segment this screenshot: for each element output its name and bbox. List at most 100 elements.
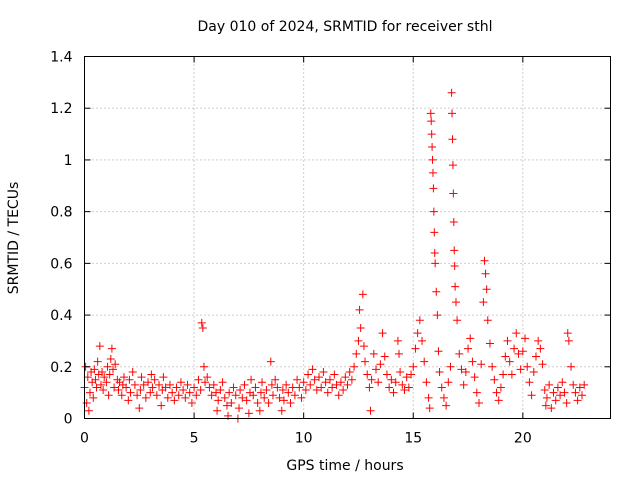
data-point [527,391,536,400]
data-point [339,386,348,395]
data-point [85,388,94,397]
data-point [354,336,363,345]
data-point [358,290,367,299]
data-point [231,391,240,400]
data-point [482,285,491,294]
data-point [369,349,378,358]
data-point [341,373,350,382]
data-point [199,362,208,371]
data-point [126,388,135,397]
data-point [236,386,245,395]
data-point [207,391,216,400]
data-point [343,380,352,389]
data-point [197,318,206,327]
data-point [433,311,442,320]
data-point [494,396,503,405]
tick-labels: 0 5 10 15 20 0 0.2 0.4 0.6 0.8 1 1.2 1.4 [50,50,532,447]
data-point [551,396,560,405]
data-point [466,334,475,343]
data-point [455,349,464,358]
data-point [483,316,492,325]
data-point [290,391,299,400]
data-point [480,256,489,265]
y-axis-label: SRMTID / TECUs [6,182,22,295]
x-tick-label: 15 [404,431,422,447]
data-point [332,380,341,389]
data-point [439,393,448,402]
data-point [122,383,131,392]
data-point [459,380,468,389]
data-point [181,393,190,402]
data-point [479,298,488,307]
data-point [183,380,192,389]
data-point [238,393,247,402]
data-point [330,370,339,379]
data-point [428,168,437,177]
data-point [499,370,508,379]
data-point [393,336,402,345]
data-point [514,349,523,358]
data-point [510,344,519,353]
data-point [133,391,142,400]
data-point [278,386,287,395]
data-point [430,228,439,237]
data-point [366,406,375,415]
data-point [218,378,227,387]
data-point [251,383,260,392]
x-tick-label: 5 [190,431,199,447]
data-point [540,386,549,395]
data-point [321,378,330,387]
data-point [430,249,439,258]
data-point [437,383,446,392]
data-point [534,336,543,345]
data-point [225,388,234,397]
data-point [205,383,214,392]
data-point [82,398,91,407]
data-point [395,349,404,358]
data-point [371,365,380,374]
data-point [185,388,194,397]
data-point [336,378,345,387]
y-tick-label: 0.4 [50,308,72,324]
data-point [125,375,134,384]
data-point [104,391,113,400]
data-point [427,130,436,139]
y-tick-label: 0.2 [50,360,72,376]
data-point [435,367,444,376]
data-point [575,383,584,392]
data-point [431,259,440,268]
data-point [114,386,123,395]
data-point [451,298,460,307]
data-point [411,344,420,353]
data-point [402,373,411,382]
data-point [558,378,567,387]
axis-ticks [84,56,611,419]
data-point [434,347,443,356]
data-point [249,391,258,400]
data-point [247,375,256,384]
data-point [538,360,547,369]
data-point [448,161,457,170]
data-point [352,349,361,358]
data-point [448,109,457,118]
data-point [426,109,435,118]
data-point [271,375,280,384]
data-point [569,380,578,389]
data-point [295,383,304,392]
data-point [512,329,521,338]
data-point [521,334,530,343]
data-point [325,375,334,384]
data-point [359,342,368,351]
data-point [541,401,550,410]
data-point [279,396,288,405]
data-point [155,380,164,389]
data-point [356,324,365,332]
data-point [256,388,265,397]
data-point [422,378,431,387]
data-point [179,386,188,395]
data-point [472,388,481,397]
data-point [549,388,558,397]
data-point [275,393,284,402]
data-point [389,388,398,397]
data-point [190,383,199,392]
